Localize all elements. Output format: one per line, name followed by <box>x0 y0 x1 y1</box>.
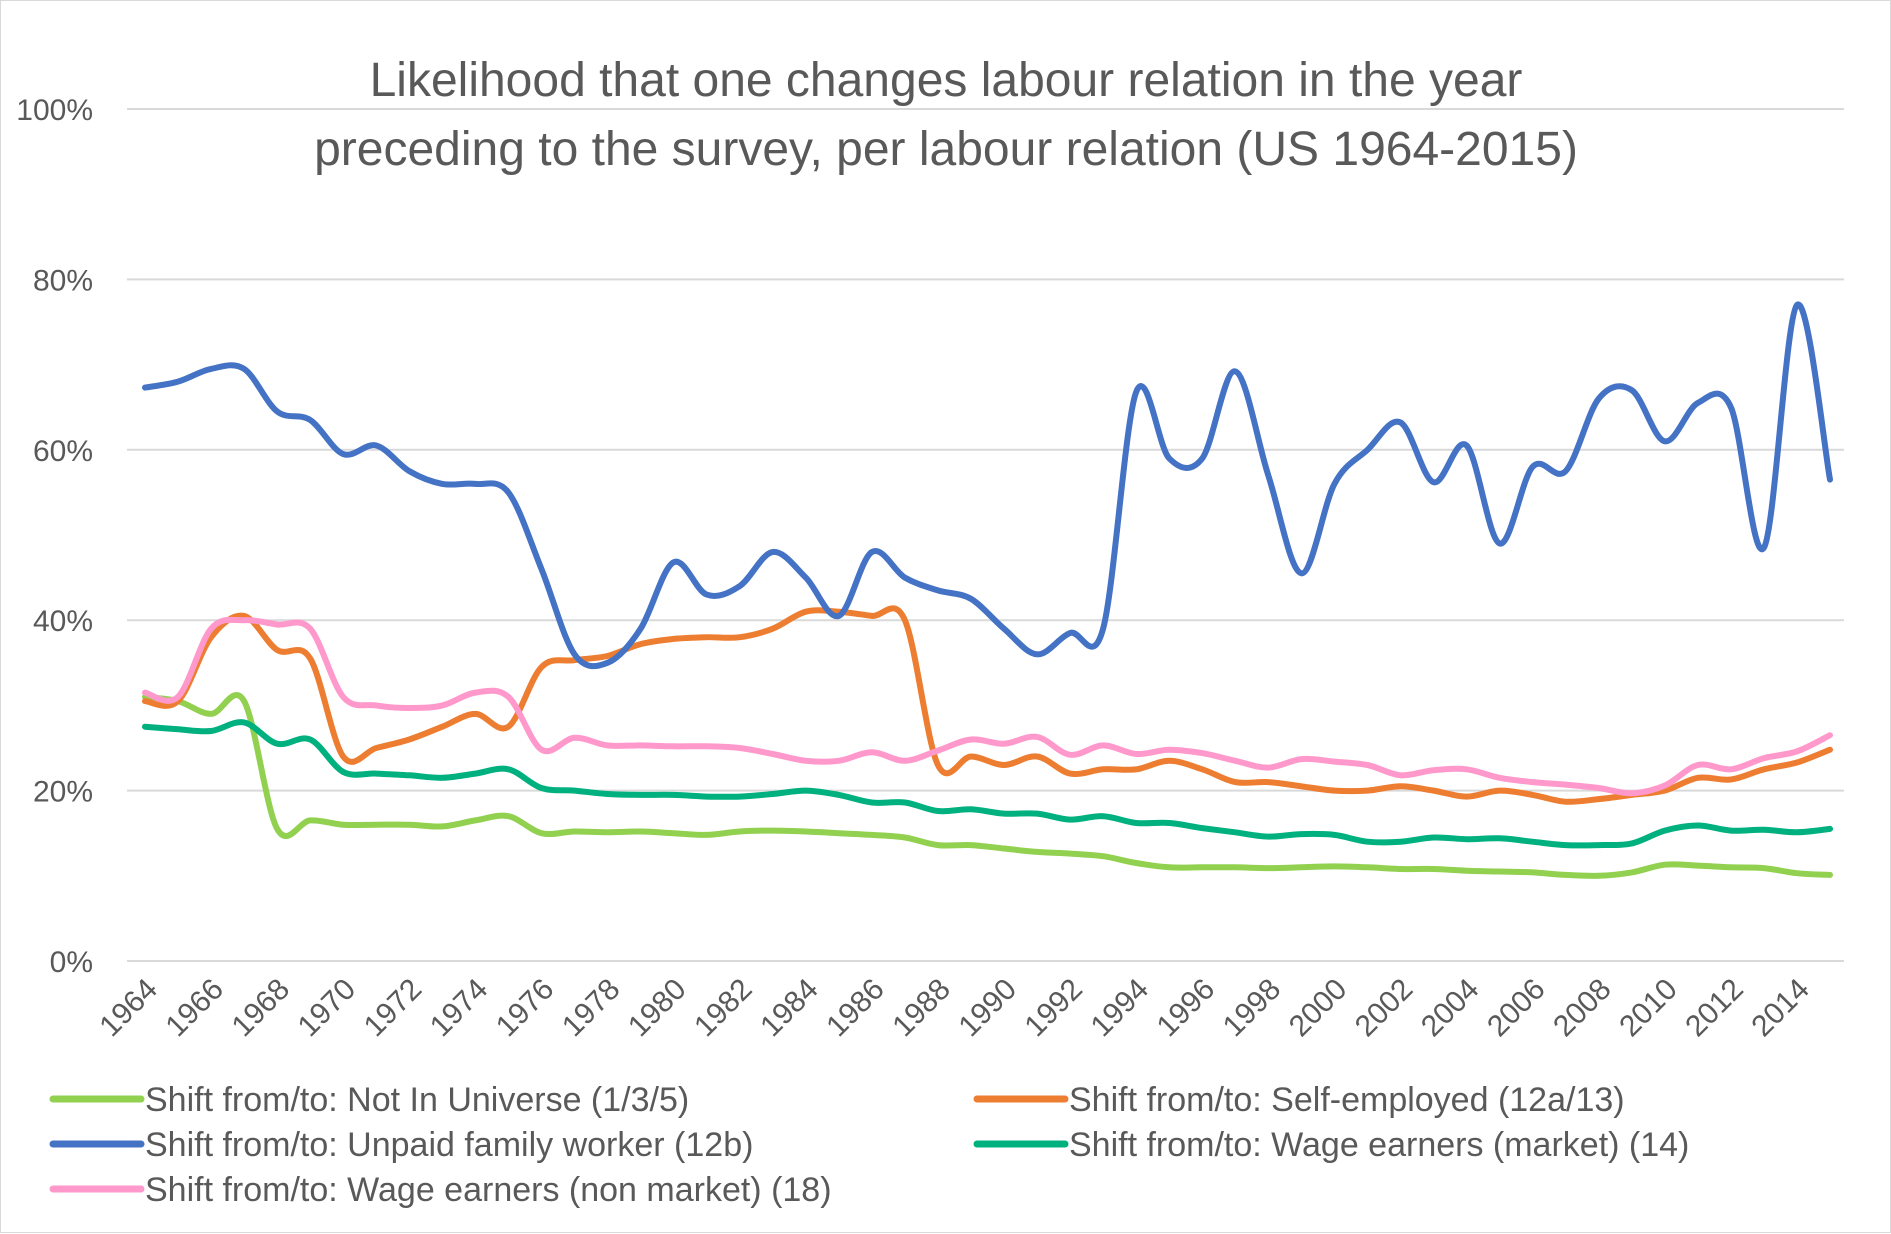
x-tick-label: 1978 <box>556 973 627 1044</box>
gridlines <box>127 108 1844 962</box>
x-tick-label: 2014 <box>1745 973 1816 1044</box>
series-line-self-employed <box>142 605 1833 805</box>
y-tick-label: 60% <box>33 435 93 468</box>
x-tick-label: 2000 <box>1283 973 1354 1044</box>
x-tick-label: 1976 <box>490 973 561 1044</box>
x-tick-label: 1988 <box>886 973 957 1044</box>
x-tick-label: 1966 <box>159 973 230 1044</box>
x-tick-label: 1998 <box>1217 973 1288 1044</box>
x-tick-label: 1996 <box>1151 973 1222 1044</box>
x-tick-label: 1982 <box>688 973 759 1044</box>
x-tick-label: 1964 <box>93 973 164 1044</box>
legend-label-wage-earners-non-market: Shift from/to: Wage earners (non market)… <box>145 1171 832 1209</box>
x-tick-label: 1972 <box>358 973 429 1044</box>
x-tick-label: 1980 <box>622 973 693 1044</box>
x-tick-label: 2010 <box>1613 973 1684 1044</box>
x-tick-label: 1992 <box>1019 973 1090 1044</box>
legend-label-unpaid-family-worker: Shift from/to: Unpaid family worker (12b… <box>145 1126 753 1164</box>
y-tick-label: 20% <box>33 776 93 809</box>
x-tick-label: 1970 <box>292 973 363 1044</box>
y-axis-tick-labels: 0% 20% 40% 60% 80% 100% <box>16 94 93 979</box>
series-line-not-in-universe <box>142 692 1833 879</box>
y-tick-label: 80% <box>33 264 93 297</box>
legend-label-wage-earners-market: Shift from/to: Wage earners (market) (14… <box>1069 1126 1689 1164</box>
y-tick-label: 40% <box>33 605 93 638</box>
x-tick-label: 1990 <box>952 973 1023 1044</box>
x-tick-label: 1974 <box>424 973 495 1044</box>
chart-title-line-2: preceding to the survey, per labour rela… <box>314 123 1578 176</box>
y-tick-label: 0% <box>50 946 93 979</box>
series-line-wage-earners-market <box>142 719 1833 849</box>
x-tick-label: 2008 <box>1547 973 1618 1044</box>
series-lines <box>142 301 1833 879</box>
x-tick-label: 1986 <box>820 973 891 1044</box>
series-line-wage-earners-non-market <box>142 616 1833 797</box>
legend-label-self-employed: Shift from/to: Self-employed (12a/13) <box>1069 1081 1625 1119</box>
x-tick-label: 2012 <box>1679 973 1750 1044</box>
x-axis-tick-labels: 1964196619681970197219741976197819801982… <box>93 973 1815 1044</box>
x-tick-label: 2006 <box>1481 973 1552 1044</box>
x-tick-label: 2004 <box>1415 973 1486 1044</box>
legend-label-not-in-universe: Shift from/to: Not In Universe (1/3/5) <box>145 1081 689 1119</box>
x-tick-label: 1994 <box>1085 973 1156 1044</box>
legend: Shift from/to: Not In Universe (1/3/5) Sh… <box>49 1081 1689 1209</box>
series-line-unpaid-family-worker <box>142 301 1833 670</box>
x-tick-label: 1984 <box>754 973 825 1044</box>
y-tick-label: 100% <box>16 94 93 127</box>
x-tick-label: 2002 <box>1349 973 1420 1044</box>
x-tick-label: 1968 <box>226 973 297 1044</box>
chart-title-line-1: Likelihood that one changes labour relat… <box>370 54 1523 107</box>
